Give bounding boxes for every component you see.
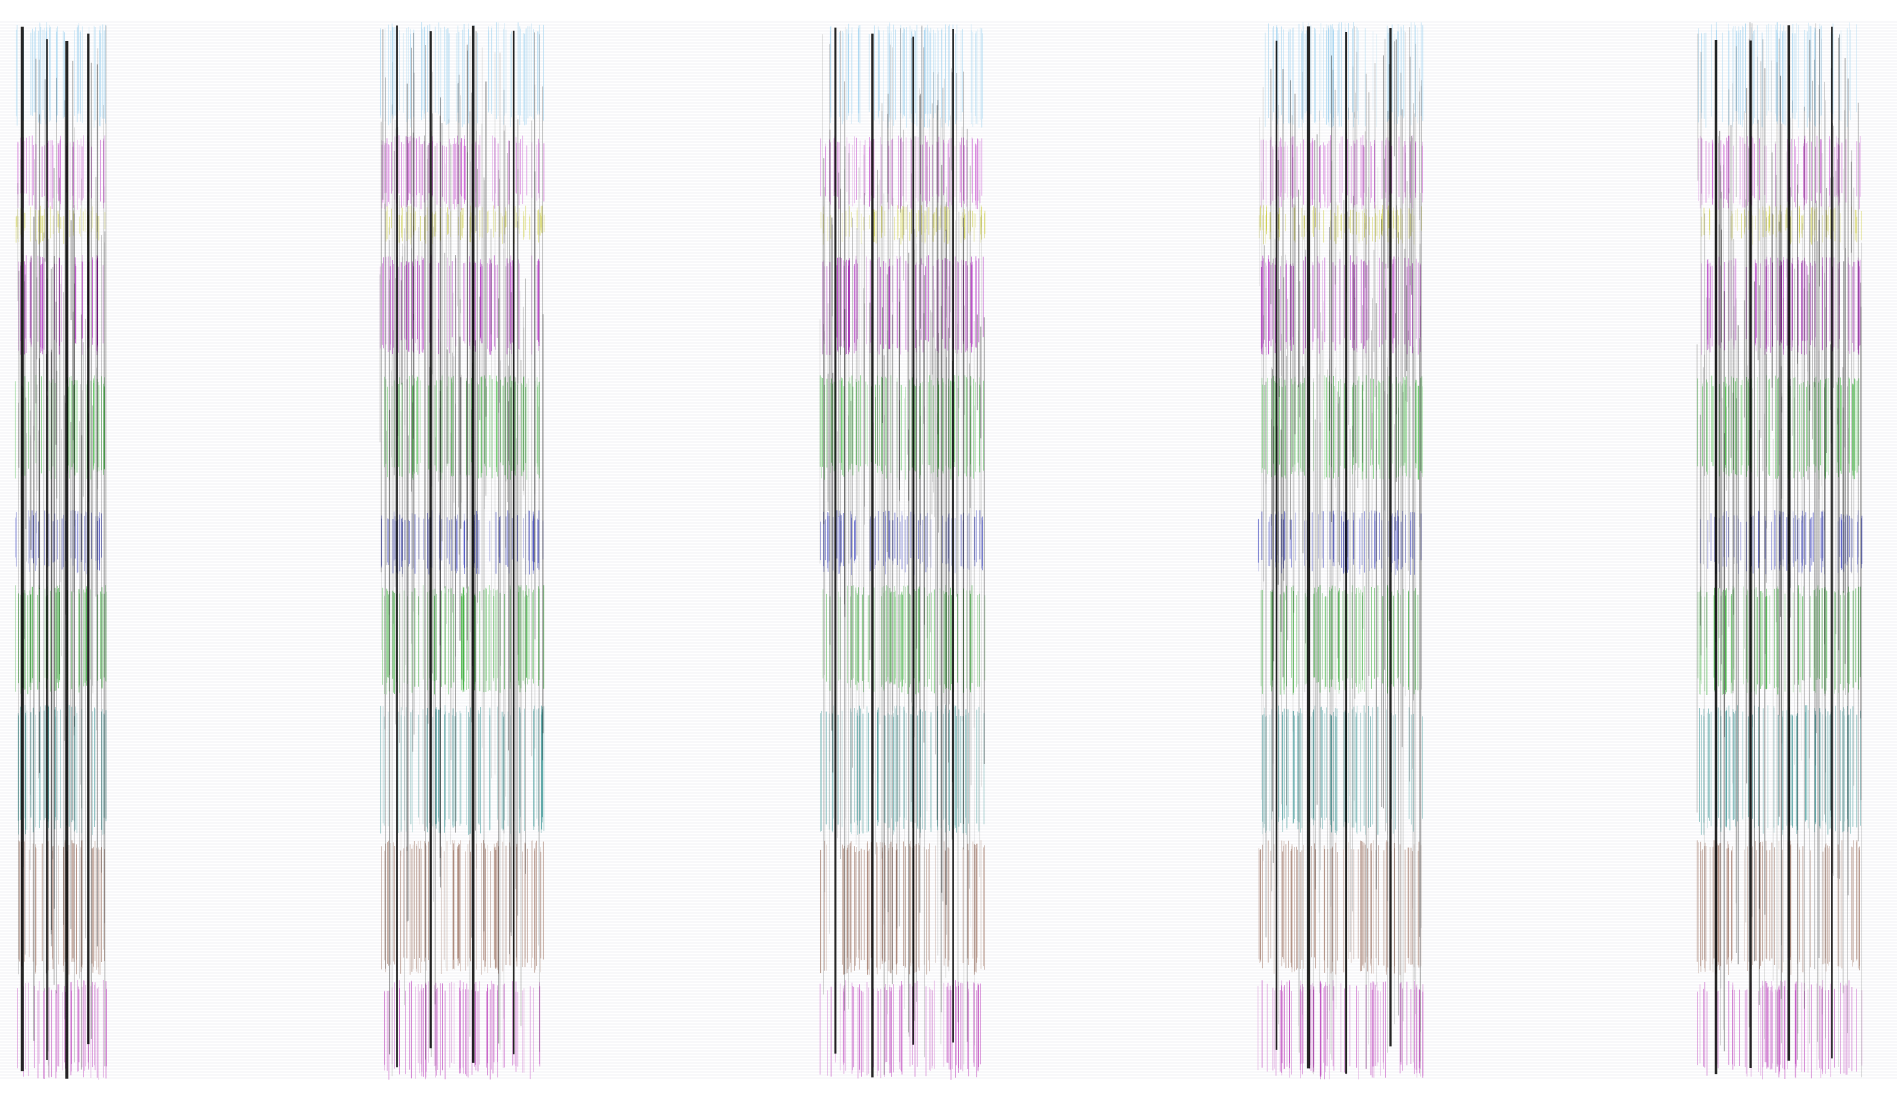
color-band (1261, 375, 1423, 480)
trace-panel (379, 22, 545, 1080)
trace-panels (14, 22, 1863, 1080)
trace-panel (1257, 22, 1424, 1080)
color-band (1260, 135, 1423, 210)
color-band (1697, 980, 1863, 1080)
color-band (1697, 375, 1860, 480)
color-band (822, 255, 984, 355)
color-band (381, 135, 545, 210)
color-band (380, 705, 545, 835)
trace-lines (1696, 22, 1863, 1078)
color-band (382, 585, 545, 695)
color-band (17, 705, 107, 835)
trace-panel (819, 22, 986, 1080)
color-band (18, 255, 104, 355)
trace-panel (1696, 22, 1863, 1080)
color-band (15, 510, 102, 575)
trace-lines (1259, 26, 1422, 1077)
color-band (380, 22, 544, 128)
color-band (384, 980, 541, 1080)
color-band (385, 205, 545, 245)
trace-lines (819, 25, 985, 1078)
color-band (1701, 205, 1862, 245)
color-band (1261, 705, 1423, 835)
color-band (822, 585, 986, 695)
color-band (1699, 510, 1863, 575)
trace-lines (17, 25, 107, 1079)
color-band (1699, 705, 1861, 835)
color-band (1264, 22, 1424, 128)
color-band (820, 840, 985, 975)
color-band (379, 255, 540, 355)
color-band (820, 510, 983, 575)
color-band (1258, 205, 1422, 245)
trace-lines (379, 25, 544, 1077)
trace-panel (14, 22, 107, 1080)
color-band (820, 705, 985, 835)
color-band (829, 22, 983, 128)
color-band (381, 840, 544, 975)
color-band (819, 375, 984, 480)
color-band (1258, 840, 1422, 975)
color-band (820, 205, 986, 245)
color-band (1260, 585, 1419, 695)
